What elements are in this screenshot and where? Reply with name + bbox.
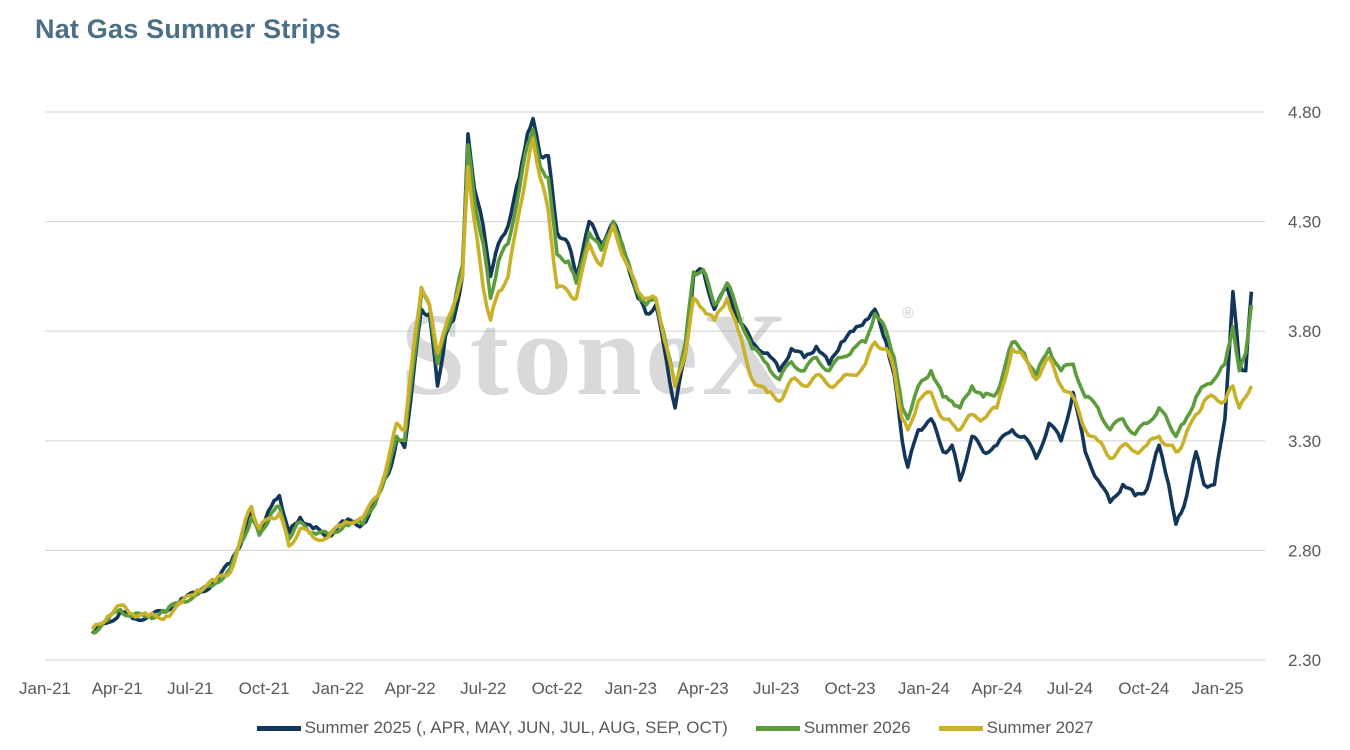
legend-label-summer-2027: Summer 2027: [986, 718, 1094, 737]
x-tick-label: Jan-25: [1192, 679, 1244, 698]
x-tick-label: Jan-21: [19, 679, 71, 698]
legend: Summer 2025 (, APR, MAY, JUN, JUL, AUG, …: [0, 718, 1350, 738]
y-tick-label: 4.30: [1288, 213, 1321, 232]
x-tick-label: Apr-24: [971, 679, 1022, 698]
x-tick-label: Jan-23: [605, 679, 657, 698]
watermark: StoneX ®: [400, 289, 914, 420]
x-tick-label: Jul-22: [460, 679, 506, 698]
y-tick-label: 2.80: [1288, 541, 1321, 560]
x-tick-label: Jul-21: [167, 679, 213, 698]
legend-item-summer-2025[interactable]: Summer 2025 (, APR, MAY, JUN, JUL, AUG, …: [256, 718, 728, 738]
legend-swatch-summer-2026: [755, 725, 800, 731]
x-tick-label: Jul-24: [1047, 679, 1093, 698]
gridlines: [45, 111, 1265, 661]
legend-item-summer-2027[interactable]: Summer 2027: [938, 718, 1094, 738]
x-tick-label: Oct-24: [1118, 679, 1169, 698]
x-tick-label: Oct-21: [239, 679, 290, 698]
series-line-summer-2025: [90, 116, 1254, 635]
legend-swatch-summer-2025: [256, 725, 301, 731]
x-tick-label: Jul-23: [753, 679, 799, 698]
x-axis: Jan-21 Apr-21 Jul-21 Oct-21 Jan-22 Apr-22 Jul-…: [19, 679, 1244, 698]
x-tick-label: Apr-21: [92, 679, 143, 698]
x-tick-label: Oct-23: [825, 679, 876, 698]
series-line-summer-2027: [90, 136, 1254, 631]
y-axis: 2.30 2.80 3.30 3.80 4.30 4.80: [1288, 103, 1321, 670]
x-tick-label: Oct-22: [532, 679, 583, 698]
legend-label-summer-2026: Summer 2026: [803, 718, 911, 737]
x-tick-label: Apr-23: [678, 679, 729, 698]
x-tick-label: Jan-24: [898, 679, 950, 698]
y-tick-label: 3.80: [1288, 322, 1321, 341]
legend-label-summer-2025: Summer 2025 (, APR, MAY, JUN, JUL, AUG, …: [304, 718, 728, 737]
stonex-watermark: StoneX: [400, 289, 791, 420]
y-tick-label: 4.80: [1288, 103, 1321, 122]
x-tick-label: Apr-22: [385, 679, 436, 698]
y-tick-label: 2.30: [1288, 651, 1321, 670]
chart-title: Nat Gas Summer Strips: [35, 14, 341, 44]
registered-mark: ®: [902, 305, 914, 322]
x-tick-label: Jan-22: [312, 679, 364, 698]
y-tick-label: 3.30: [1288, 432, 1321, 451]
legend-swatch-summer-2027: [938, 725, 983, 731]
legend-item-summer-2026[interactable]: Summer 2026: [755, 718, 911, 738]
series-lines: [90, 116, 1254, 635]
